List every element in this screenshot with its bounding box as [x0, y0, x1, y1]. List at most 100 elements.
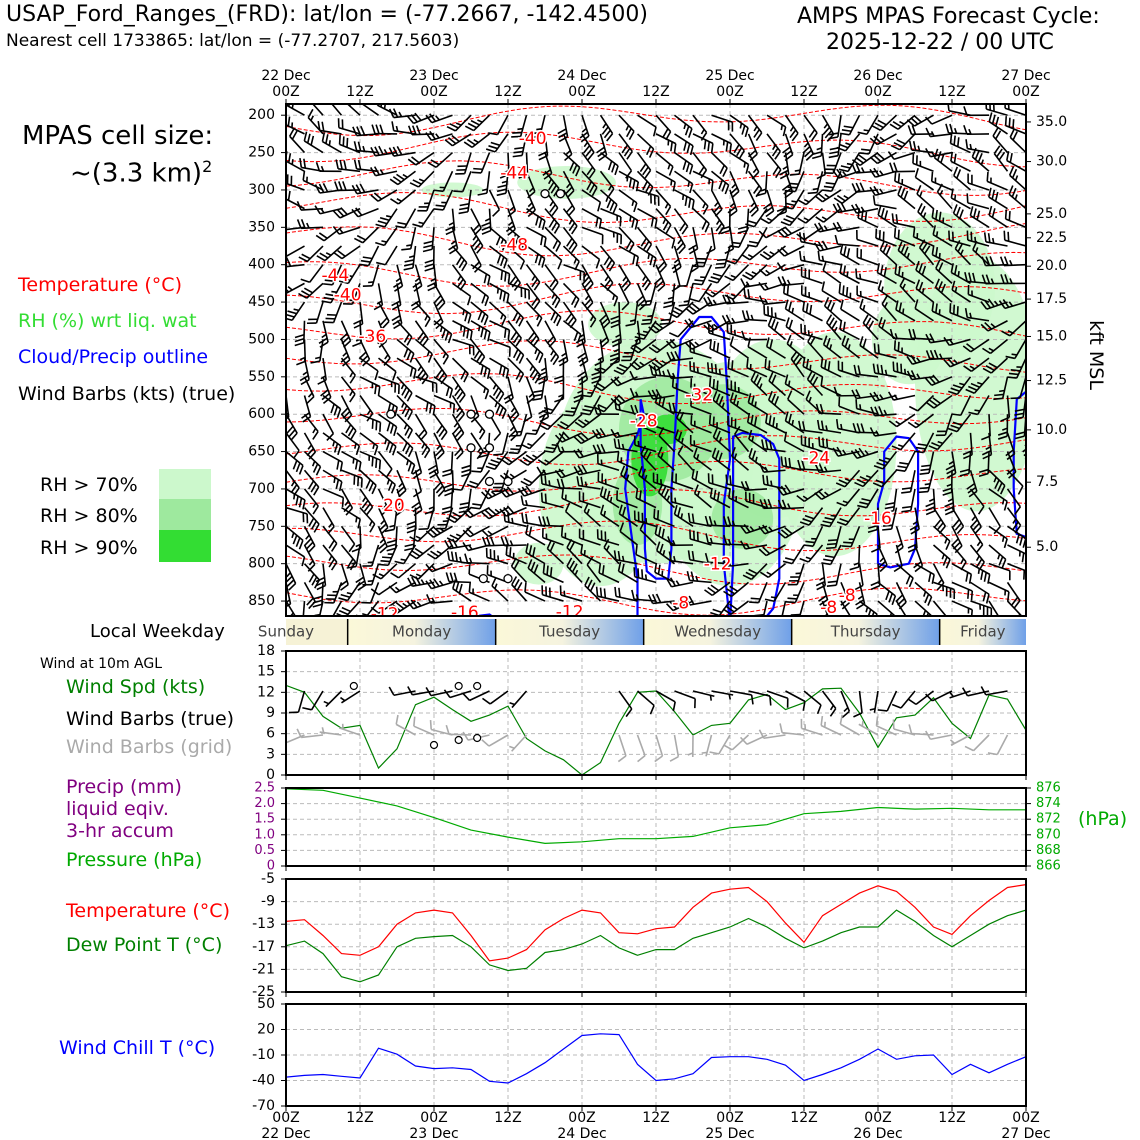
wind-barb-half-flag [521, 165, 528, 170]
wind-barb-flag [336, 408, 342, 419]
wind-barb-flag [295, 462, 301, 473]
wind-barb-flag [534, 253, 539, 264]
wind-barb-flag [774, 396, 780, 406]
wind-barb-flag [639, 490, 642, 500]
wind-barb-flag [412, 505, 422, 513]
wind-barb-half-flag [906, 252, 910, 259]
wind-barb-half-flag [625, 125, 630, 131]
wind-barb-flag [956, 169, 962, 179]
wind-barb-flag [1003, 501, 1008, 511]
wind-barb-half-flag [501, 180, 508, 184]
wind-barb-staff [673, 264, 681, 287]
wind-barb-flag [457, 278, 464, 288]
y-tick-label: -70 [252, 1098, 275, 1114]
wind-barb-flag [417, 331, 425, 341]
wind-barb-flag [851, 183, 857, 193]
wind-barb-flag [876, 152, 885, 161]
wind-barb-half-flag [791, 200, 797, 203]
wind-barb-half-flag [609, 496, 613, 503]
wind-barb-staff [488, 189, 501, 210]
wind-barb-staff [930, 734, 953, 741]
wind-barb-flag [353, 319, 363, 325]
wind-barb-half-flag [770, 596, 777, 599]
wind-barb-flag [513, 150, 524, 154]
wind-barb-flag [449, 572, 454, 582]
pressure-tick-label: 250 [248, 145, 275, 161]
wind-barb-staff [1025, 432, 1026, 436]
wind-barb-half-flag [715, 219, 721, 226]
wind-barb-flag [447, 137, 457, 145]
wind-barb-flag [947, 357, 955, 366]
wind-barb-staff [359, 357, 379, 372]
wind-barb-flag [587, 579, 593, 589]
wind-barb-flag [582, 408, 592, 413]
wind-barb-flag [443, 689, 451, 698]
wind-barb-flag [490, 141, 501, 147]
wind-barb-flag [298, 256, 308, 263]
wind-barb-flag [741, 310, 746, 320]
wind-barb-flag [776, 262, 784, 271]
wind-barb-flag [690, 415, 693, 425]
wind-barb-flag [392, 176, 402, 183]
wind-barb-flag [689, 164, 694, 175]
wind-barb-flag [377, 386, 381, 397]
wind-barb-flag [481, 221, 491, 227]
wind-barb-flag [822, 126, 831, 135]
wind-barb-flag [970, 519, 978, 528]
wind-barb-half-flag [574, 569, 579, 576]
wind-barb-flag [760, 218, 770, 225]
legend-rh70-label: RH > 70% [40, 474, 138, 496]
wind-barb-flag [777, 276, 783, 286]
calm-wind-circle [478, 573, 488, 584]
wind-barb-half-flag [508, 221, 514, 227]
wind-barb-flag [634, 335, 645, 340]
wind-barb-flag [573, 331, 579, 342]
wind-barb-half-flag [1014, 175, 1019, 181]
pressure-tick-label: 650 [248, 444, 275, 460]
wind-barb-flag [423, 244, 433, 249]
wind-barb-staff [782, 731, 805, 736]
wind-barb-flag [596, 444, 602, 454]
wind-barb-flag [575, 337, 585, 344]
wind-barb-flag [809, 336, 816, 346]
wind-barb-flag [312, 505, 319, 515]
wind-barb-flag [898, 302, 903, 312]
wind-barb-flag [417, 369, 425, 378]
wind-barb-flag [678, 304, 689, 307]
wind-barb-flag [462, 693, 471, 701]
wind-barb-flag [339, 332, 348, 341]
wind-barb-half-flag [568, 219, 573, 225]
wind-barb-flag [522, 456, 532, 464]
wind-barb-flag [301, 556, 306, 567]
wind-barb-half-flag [323, 700, 330, 705]
wind-barb-flag [925, 502, 935, 508]
wind-barb-flag [881, 319, 886, 329]
wind-barb-flag [872, 482, 883, 488]
wind-barb-flag [408, 552, 418, 560]
wind-barb-flag [471, 171, 482, 174]
wind-barb-flag [393, 426, 398, 437]
wind-barb-flag [392, 446, 397, 456]
wind-barb-flag [628, 177, 633, 188]
wind-barb-flag [827, 542, 837, 546]
wind-barb-half-flag [680, 513, 684, 519]
wind-barb-flag [459, 502, 470, 506]
wind-barb-flag [306, 597, 314, 606]
wind-barb-flag [500, 458, 510, 466]
wind-barb-flag [568, 241, 576, 250]
bottom-time-hour-label: 00Z [568, 1110, 595, 1126]
wind-barb-flag [784, 484, 792, 494]
wind-barb-half-flag [431, 597, 436, 604]
wind-barb-flag [838, 143, 849, 149]
wind-barb-flag [811, 132, 818, 142]
wind-barb-half-flag [865, 474, 872, 479]
wind-barb-half-flag [770, 480, 773, 487]
wind-barb-flag [674, 306, 684, 313]
wind-barb-flag [501, 409, 507, 420]
wind-barb-flag [1008, 185, 1014, 195]
wind-barb-flag [724, 275, 734, 282]
wind-barb-flag [931, 245, 935, 255]
wind-barb-flag [935, 303, 938, 313]
wind-barb-flag [466, 483, 477, 489]
wind-barb-flag [665, 340, 674, 349]
